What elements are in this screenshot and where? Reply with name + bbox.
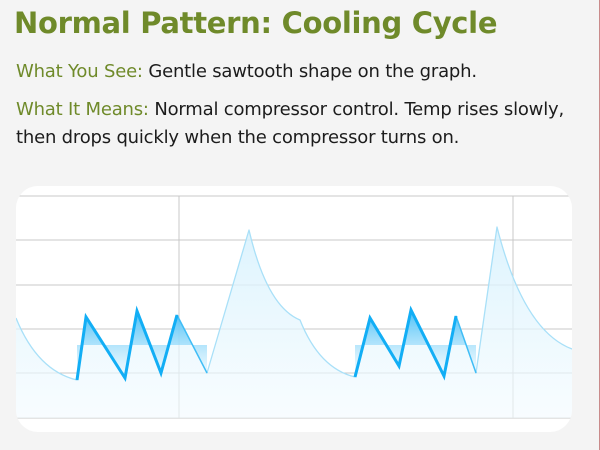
chart-card	[16, 186, 572, 432]
chart-series-line	[16, 226, 572, 383]
page-title: Normal Pattern: Cooling Cycle	[14, 6, 498, 40]
what-it-means-line: What It Means: Normal compressor control…	[16, 96, 576, 152]
what-it-means-label: What It Means:	[16, 99, 149, 120]
compressor-cycle-line	[75, 305, 179, 383]
what-you-see-line: What You See: Gentle sawtooth shape on t…	[16, 58, 477, 86]
temperature-chart	[16, 195, 572, 419]
what-you-see-label: What You See:	[16, 61, 143, 82]
what-it-means-text: Normal compressor control. Temp rises sl…	[16, 99, 564, 148]
what-you-see-text: Gentle sawtooth shape on the graph.	[142, 61, 477, 82]
compressor-cycle-line	[353, 305, 458, 381]
chart-area-fill	[16, 227, 572, 418]
